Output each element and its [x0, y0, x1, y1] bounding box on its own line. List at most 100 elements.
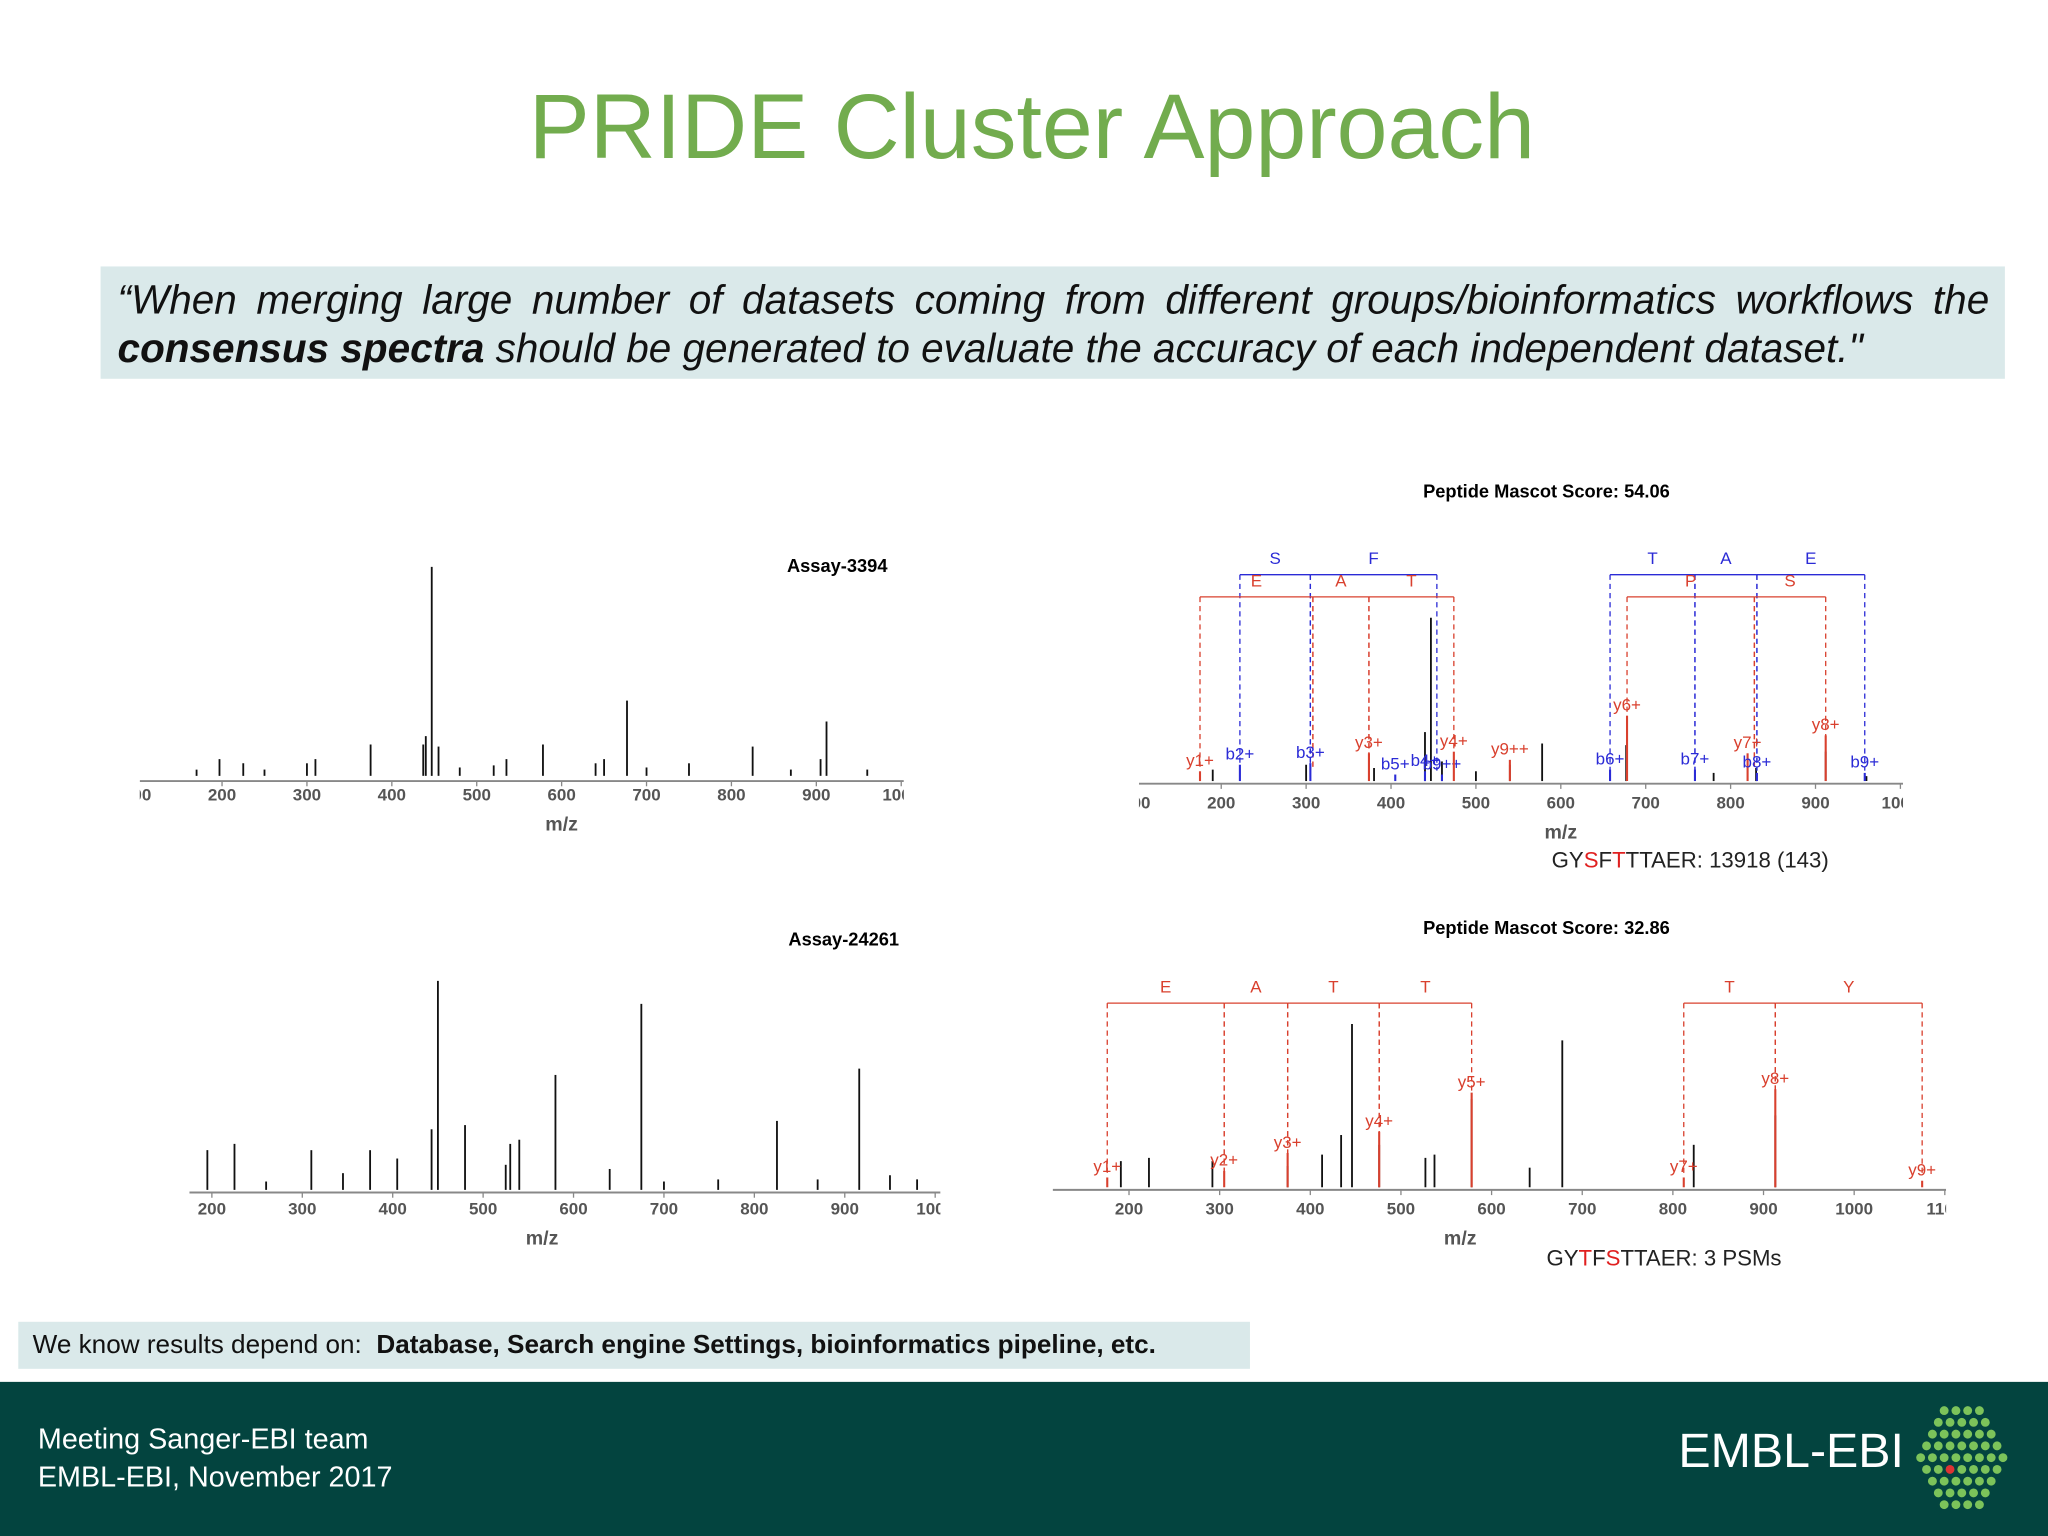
slide-title: PRIDE Cluster Approach [528, 75, 1535, 178]
sequence-part: T [1579, 1246, 1593, 1271]
spectrum: 100 200 300 400 500 600 700 800 900 1000 [1138, 617, 1904, 812]
x-tick-label: 1000 [882, 786, 920, 805]
quote-box: “When merging large number of datasets c… [100, 266, 2005, 379]
x-tick-label: 900 [1749, 1200, 1777, 1219]
spectrum: 100 200 300 400 500 600 700 800 900 1000 1100 [1024, 1023, 1947, 1219]
logo-dot [1939, 1406, 1949, 1416]
x-tick-label: 400 [378, 786, 406, 805]
quote-text: should be generated to evaluate the accu… [495, 325, 1863, 371]
residue-letter: A [1720, 549, 1732, 568]
residue-letter: P [1685, 571, 1696, 590]
logo-dot [1922, 1441, 1931, 1451]
logo-dot [1939, 1500, 1949, 1510]
x-tick-label: 600 [547, 786, 575, 805]
x-tick-label: 200 [1115, 1200, 1143, 1219]
x-tick-label: 500 [469, 1200, 497, 1219]
x-tick-label: 400 [379, 1200, 407, 1219]
residue-letter: E [1251, 571, 1262, 590]
logo-dot [1922, 1464, 1931, 1474]
ion-label: b4+ [1411, 751, 1440, 770]
x-tick-label: 300 [1292, 793, 1320, 812]
ion-label: y1+ [1186, 751, 1214, 770]
logo-dot [1980, 1417, 1990, 1427]
spectrum: 100 200 300 400 500 600 700 800 900 1000 [189, 980, 941, 1219]
logo-dot [1927, 1453, 1937, 1463]
sequence-label: GYTFSTTAER: 3 PSMs [1546, 1246, 1781, 1271]
logo-dot [1933, 1417, 1943, 1427]
ion-label: y1+ [1093, 1157, 1121, 1176]
score-label: Peptide Mascot Score: 32.86 [1423, 917, 1670, 938]
residue-letter: F [1368, 549, 1378, 568]
logo-dot [1933, 1441, 1943, 1451]
quote-text: “When merging large number of datasets c… [117, 276, 1990, 323]
axis-label: m/z [545, 814, 578, 836]
logo-dot [1939, 1429, 1949, 1439]
x-tick-label: 300 [1206, 1200, 1234, 1219]
x-tick-label: 300 [288, 1200, 316, 1219]
sequence-part: F [1592, 1246, 1606, 1271]
logo-dot [1951, 1500, 1961, 1510]
x-tick-label: 200 [198, 1200, 226, 1219]
logo-dot [1974, 1429, 1984, 1439]
logo-dot [1963, 1453, 1973, 1463]
logo-dot [1957, 1417, 1967, 1427]
ion-label: b3+ [1296, 743, 1325, 762]
x-tick-label: 700 [632, 786, 660, 805]
residue-letter: S [1269, 549, 1280, 568]
logo-dot [1927, 1476, 1937, 1486]
logo-dot [1974, 1453, 1984, 1463]
logo-dot [1980, 1441, 1990, 1451]
footer-line: Meeting Sanger-EBI team [37, 1422, 369, 1456]
axis-label: m/z [1544, 822, 1577, 844]
x-tick-label: 800 [717, 786, 745, 805]
residue-letter: A [1335, 571, 1347, 590]
logo-dot [1945, 1464, 1955, 1474]
sequence-label: GYSFTTTAER: 13918 (143) [1552, 847, 1829, 872]
x-tick-label: 900 [831, 1200, 859, 1219]
residue-letter: A [1250, 978, 1262, 997]
x-tick-label: 900 [1801, 793, 1829, 812]
ion-label: y6+ [1613, 696, 1641, 715]
logo-dot [1951, 1476, 1961, 1486]
x-tick-label: 100 [123, 786, 151, 805]
logo-dot [1945, 1441, 1955, 1451]
logo-dot [1980, 1464, 1990, 1474]
ion-label: y3+ [1355, 733, 1383, 752]
logo-dot [1951, 1406, 1961, 1416]
ion-label: y3+ [1274, 1133, 1302, 1152]
ion-label: y4+ [1440, 731, 1468, 750]
x-tick-label: 500 [1387, 1200, 1415, 1219]
logo-dot [1933, 1464, 1943, 1474]
residue-letter: S [1784, 571, 1795, 590]
logo-dot [1980, 1488, 1990, 1498]
logo-dot [1945, 1488, 1955, 1498]
note-box: We know results depend on: Database, Sea… [18, 1321, 1250, 1369]
ion-label: y7+ [1670, 1157, 1698, 1176]
x-tick-label: 600 [1477, 1200, 1505, 1219]
x-tick-label: 100 [1024, 1200, 1052, 1219]
ion-label: y7+ [1734, 733, 1762, 752]
logo-dot [1939, 1453, 1949, 1463]
sequence-part: GY [1552, 847, 1584, 872]
residue-letter: Y [1843, 978, 1854, 997]
ion-label: b6+ [1596, 749, 1625, 768]
logo-dot [1957, 1464, 1967, 1474]
x-tick-label: 800 [740, 1200, 768, 1219]
sequence-part: S [1584, 847, 1599, 872]
note-bold: Database, Search engine Settings, bioinf… [376, 1330, 1156, 1360]
residue-letter: T [1406, 571, 1416, 590]
x-tick-label: 400 [1377, 793, 1405, 812]
residue-letter: T [1420, 978, 1430, 997]
x-tick-label: 600 [559, 1200, 587, 1219]
logo-icon [1916, 1406, 2008, 1510]
ion-label: y8+ [1812, 715, 1840, 734]
logo-dot [1974, 1476, 1984, 1486]
ion-label: b7+ [1681, 749, 1710, 768]
x-tick-label: 500 [463, 786, 491, 805]
logo-dot [1969, 1441, 1978, 1451]
x-tick-label: 700 [1568, 1200, 1596, 1219]
logo-dot [1969, 1464, 1978, 1474]
x-tick-label: 400 [1296, 1200, 1324, 1219]
spectrum: 100 200 300 400 500 600 700 800 900 1000 [123, 566, 920, 805]
